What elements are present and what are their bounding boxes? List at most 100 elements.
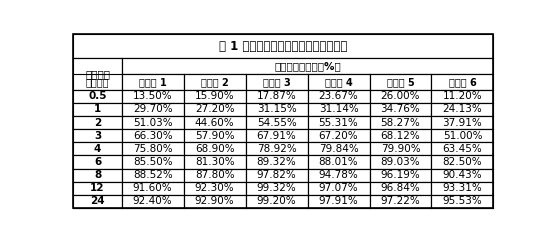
Bar bbox=[122, 116, 184, 129]
Bar bbox=[122, 156, 184, 169]
Text: 92.90%: 92.90% bbox=[195, 197, 234, 206]
Bar bbox=[431, 142, 493, 156]
Bar bbox=[369, 90, 431, 103]
Bar bbox=[431, 90, 493, 103]
Text: 31.15%: 31.15% bbox=[257, 104, 296, 114]
Text: 68.90%: 68.90% bbox=[195, 144, 234, 154]
Bar bbox=[369, 195, 431, 208]
Bar bbox=[122, 182, 184, 195]
Text: 94.78%: 94.78% bbox=[319, 170, 358, 180]
Text: 96.84%: 96.84% bbox=[380, 183, 420, 193]
Text: 表 1 洛伐他汀缓释胶囊累积释放度结果: 表 1 洛伐他汀缓释胶囊累积释放度结果 bbox=[219, 40, 348, 53]
Text: 15.90%: 15.90% bbox=[195, 91, 234, 101]
Bar bbox=[74, 169, 122, 182]
Text: 91.60%: 91.60% bbox=[133, 183, 173, 193]
Bar bbox=[184, 74, 246, 90]
Bar bbox=[431, 129, 493, 142]
Text: 82.50%: 82.50% bbox=[442, 157, 482, 167]
Bar bbox=[307, 103, 369, 116]
Bar bbox=[122, 90, 184, 103]
Text: 2: 2 bbox=[94, 118, 101, 128]
Text: 31.14%: 31.14% bbox=[319, 104, 358, 114]
Text: 51.00%: 51.00% bbox=[443, 131, 482, 141]
Bar bbox=[431, 195, 493, 208]
Text: 12: 12 bbox=[90, 183, 105, 193]
Bar bbox=[431, 74, 493, 90]
Bar bbox=[74, 182, 122, 195]
Text: 93.31%: 93.31% bbox=[442, 183, 482, 193]
Bar bbox=[307, 116, 369, 129]
Bar bbox=[184, 129, 246, 142]
Text: 68.12%: 68.12% bbox=[380, 131, 420, 141]
Bar bbox=[74, 116, 122, 129]
Bar bbox=[184, 169, 246, 182]
Text: 88.01%: 88.01% bbox=[319, 157, 358, 167]
Text: 0.5: 0.5 bbox=[88, 91, 107, 101]
Text: 92.30%: 92.30% bbox=[195, 183, 234, 193]
Text: 24.13%: 24.13% bbox=[442, 104, 482, 114]
Text: 55.31%: 55.31% bbox=[319, 118, 358, 128]
Text: 3: 3 bbox=[94, 131, 101, 141]
Bar bbox=[122, 129, 184, 142]
Bar bbox=[369, 169, 431, 182]
Bar bbox=[431, 103, 493, 116]
Text: 96.19%: 96.19% bbox=[380, 170, 420, 180]
Bar bbox=[184, 116, 246, 129]
Text: 29.70%: 29.70% bbox=[133, 104, 173, 114]
Text: 79.90%: 79.90% bbox=[380, 144, 420, 154]
Text: 97.91%: 97.91% bbox=[319, 197, 358, 206]
Bar bbox=[74, 34, 493, 58]
Bar bbox=[246, 103, 307, 116]
Text: 85.50%: 85.50% bbox=[133, 157, 173, 167]
Text: 实施例 4: 实施例 4 bbox=[325, 77, 352, 87]
Text: 54.55%: 54.55% bbox=[257, 118, 296, 128]
Bar bbox=[184, 103, 246, 116]
Text: 67.91%: 67.91% bbox=[257, 131, 296, 141]
Bar bbox=[122, 74, 184, 90]
Text: 实施例 2: 实施例 2 bbox=[201, 77, 228, 87]
Bar bbox=[74, 142, 122, 156]
Bar bbox=[369, 156, 431, 169]
Text: 57.90%: 57.90% bbox=[195, 131, 234, 141]
Bar bbox=[246, 169, 307, 182]
Text: 实施例 6: 实施例 6 bbox=[448, 77, 476, 87]
Text: 79.84%: 79.84% bbox=[319, 144, 358, 154]
Text: （小时）: （小时） bbox=[86, 77, 109, 87]
Text: 75.80%: 75.80% bbox=[133, 144, 173, 154]
Text: 99.32%: 99.32% bbox=[257, 183, 296, 193]
Bar bbox=[307, 195, 369, 208]
Text: 实施例 5: 实施例 5 bbox=[387, 77, 414, 87]
Bar bbox=[431, 116, 493, 129]
Bar bbox=[246, 182, 307, 195]
Text: 87.80%: 87.80% bbox=[195, 170, 234, 180]
Bar bbox=[307, 74, 369, 90]
Text: 78.92%: 78.92% bbox=[257, 144, 296, 154]
Bar bbox=[122, 142, 184, 156]
Text: 99.20%: 99.20% bbox=[257, 197, 296, 206]
Text: 97.22%: 97.22% bbox=[380, 197, 420, 206]
Bar bbox=[74, 103, 122, 116]
Bar bbox=[184, 142, 246, 156]
Bar bbox=[369, 74, 431, 90]
Bar bbox=[307, 129, 369, 142]
Bar bbox=[246, 74, 307, 90]
Bar bbox=[246, 156, 307, 169]
Bar bbox=[74, 129, 122, 142]
Text: 97.82%: 97.82% bbox=[257, 170, 296, 180]
Bar bbox=[369, 129, 431, 142]
Bar bbox=[74, 156, 122, 169]
Bar bbox=[431, 169, 493, 182]
Text: 11.20%: 11.20% bbox=[442, 91, 482, 101]
Bar bbox=[122, 169, 184, 182]
Bar bbox=[369, 116, 431, 129]
Text: 26.00%: 26.00% bbox=[380, 91, 420, 101]
Text: 97.07%: 97.07% bbox=[319, 183, 358, 193]
Bar bbox=[122, 195, 184, 208]
Text: 6: 6 bbox=[94, 157, 101, 167]
Bar bbox=[307, 156, 369, 169]
Text: 51.03%: 51.03% bbox=[133, 118, 173, 128]
Text: 17.87%: 17.87% bbox=[257, 91, 296, 101]
Text: 44.60%: 44.60% bbox=[195, 118, 234, 128]
Text: 1: 1 bbox=[94, 104, 101, 114]
Text: 实施例 1: 实施例 1 bbox=[139, 77, 166, 87]
